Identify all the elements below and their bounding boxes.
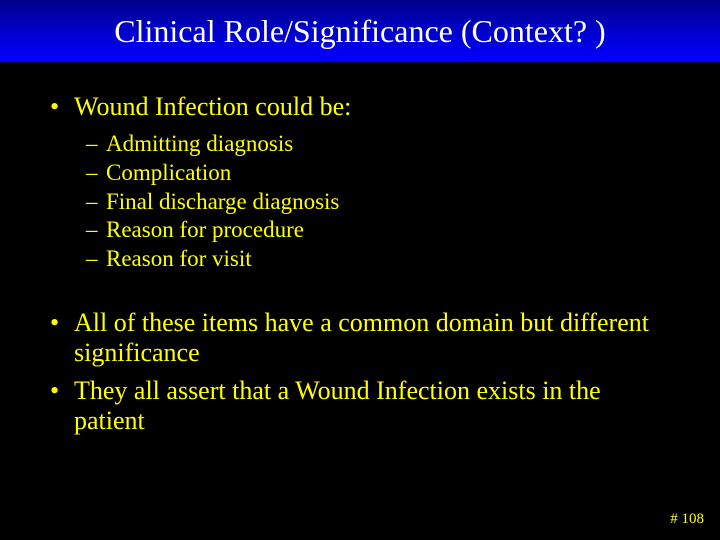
sub-bullet-item: – Final discharge diagnosis	[86, 188, 670, 217]
bullet-text: They all assert that a Wound Infection e…	[74, 376, 670, 436]
sub-bullet-item: – Admitting diagnosis	[86, 130, 670, 159]
title-bar: Clinical Role/Significance (Context? )	[0, 0, 720, 64]
bullet-item: • Wound Infection could be:	[50, 92, 670, 122]
bullet-item: • All of these items have a common domai…	[50, 308, 670, 368]
sub-bullet-item: – Reason for procedure	[86, 216, 670, 245]
dash-marker: –	[86, 130, 106, 159]
dash-marker: –	[86, 245, 106, 274]
bullet-text: Wound Infection could be:	[74, 92, 670, 122]
sub-bullet-list: – Admitting diagnosis – Complication – F…	[86, 130, 670, 274]
sub-bullet-text: Reason for visit	[106, 245, 670, 274]
bullet-text: All of these items have a common domain …	[74, 308, 670, 368]
sub-bullet-item: – Reason for visit	[86, 245, 670, 274]
bullet-marker: •	[50, 92, 74, 122]
bullet-marker: •	[50, 376, 74, 436]
sub-bullet-text: Complication	[106, 159, 670, 188]
bullet-marker: •	[50, 308, 74, 368]
sub-bullet-text: Final discharge diagnosis	[106, 188, 670, 217]
slide-number: # 108	[670, 511, 704, 528]
bullet-item: • They all assert that a Wound Infection…	[50, 376, 670, 436]
slide-title: Clinical Role/Significance (Context? )	[114, 13, 605, 50]
content-area: • Wound Infection could be: – Admitting …	[0, 64, 720, 436]
sub-bullet-text: Admitting diagnosis	[106, 130, 670, 159]
sub-bullet-text: Reason for procedure	[106, 216, 670, 245]
dash-marker: –	[86, 159, 106, 188]
dash-marker: –	[86, 216, 106, 245]
sub-bullet-item: – Complication	[86, 159, 670, 188]
dash-marker: –	[86, 188, 106, 217]
